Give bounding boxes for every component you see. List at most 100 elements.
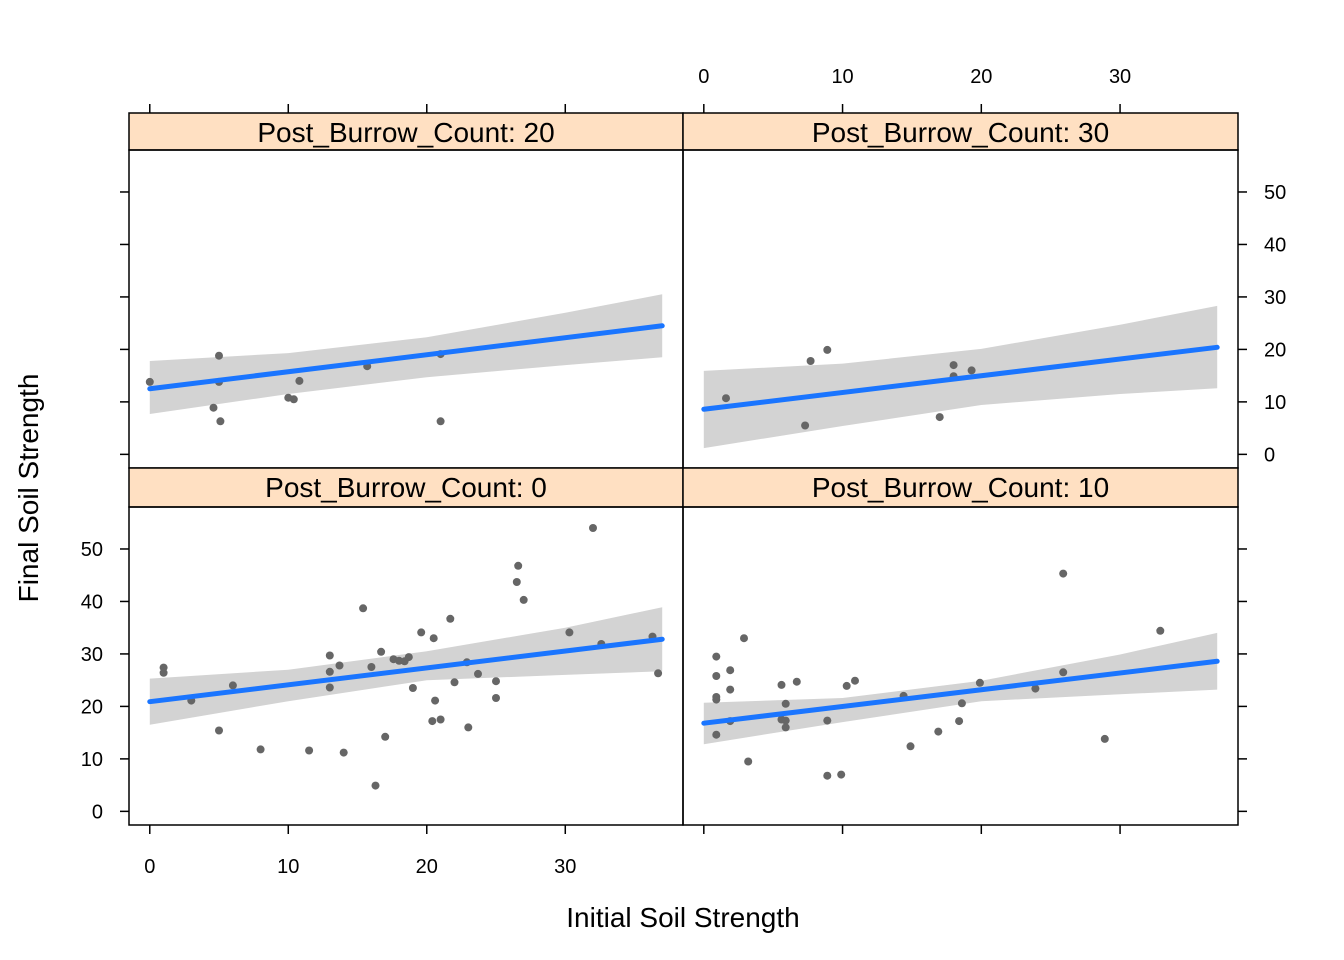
data-point (436, 417, 445, 426)
x-tick-label: 10 (831, 66, 853, 88)
data-point (781, 723, 790, 732)
data-point (589, 524, 597, 532)
confidence-band (149, 607, 663, 725)
strip-label: Post_Burrow_Count: 30 (812, 117, 1109, 148)
data-point (289, 395, 298, 404)
data-point (377, 647, 386, 656)
data-point (1100, 734, 1109, 743)
fit-line (701, 344, 1220, 412)
fit-line (701, 658, 1220, 726)
data-point (359, 604, 368, 613)
y-axis-title: Final Soil Strength (13, 374, 44, 603)
fit-line (147, 323, 665, 392)
data-point (726, 666, 735, 675)
data-point (777, 680, 786, 689)
data-point (781, 699, 790, 708)
data-point (519, 595, 528, 604)
data-point (975, 678, 984, 687)
data-point (450, 678, 459, 687)
strip-label: Post_Burrow_Count: 10 (812, 472, 1109, 503)
data-point (1156, 626, 1165, 635)
panel-top-right: Post_Burrow_Count: 30 (682, 112, 1239, 469)
x-tick-label: 10 (277, 856, 299, 878)
data-point (823, 716, 832, 725)
data-point (792, 677, 801, 686)
data-point (325, 667, 334, 676)
data-point (159, 668, 168, 677)
y-tick-label: 40 (81, 591, 103, 613)
data-point (436, 715, 445, 724)
data-point (404, 653, 413, 662)
data-point (712, 695, 721, 704)
panel-border (682, 506, 1239, 826)
data-point (712, 652, 721, 661)
x-tick-label: 20 (416, 856, 438, 878)
data-point (145, 377, 154, 386)
x-tick-label: 0 (698, 66, 709, 88)
data-point (744, 757, 753, 766)
data-point (1059, 668, 1068, 677)
x-tick-label: 30 (1109, 66, 1131, 88)
data-point (325, 651, 334, 660)
strip-label: Post_Burrow_Count: 20 (257, 117, 554, 148)
data-point (654, 669, 663, 678)
data-point (806, 357, 815, 365)
x-axis-title: Initial Soil Strength (566, 902, 799, 933)
x-tick-label: 20 (970, 66, 992, 88)
confidence-band (703, 632, 1218, 745)
data-point (215, 726, 223, 735)
data-point (429, 634, 438, 643)
strip-label: Post_Burrow_Count: 0 (265, 472, 547, 503)
data-point (906, 742, 915, 751)
data-point (381, 732, 390, 741)
y-tick-label: 20 (81, 696, 103, 718)
panel-bottom-left: Post_Burrow_Count: 0 (128, 467, 684, 826)
y-tick-label: 10 (1264, 392, 1286, 414)
data-point (967, 366, 976, 375)
panel-top-left: Post_Burrow_Count: 20 (128, 112, 684, 469)
data-point (712, 730, 721, 739)
panel-bottom-right: Post_Burrow_Count: 10 (682, 467, 1239, 826)
data-point (228, 681, 237, 690)
data-point (492, 694, 500, 702)
data-point (474, 669, 482, 678)
y-tick-label: 50 (1264, 182, 1286, 204)
data-point (216, 417, 225, 426)
data-point (740, 634, 748, 643)
data-point (823, 345, 832, 354)
y-tick-label: 30 (81, 644, 103, 666)
y-tick-label: 0 (92, 801, 103, 823)
strip (128, 112, 684, 151)
fit-line (147, 636, 665, 705)
data-point (837, 770, 846, 779)
confidence-band (149, 294, 663, 414)
panels-layer: Post_Burrow_Count: 20 Post_Burrow_Count: … (128, 112, 1239, 826)
data-point (1031, 684, 1040, 693)
data-point (565, 628, 574, 637)
x-tick-label: 0 (144, 856, 155, 878)
y-tick-label: 10 (81, 749, 103, 771)
data-point (305, 746, 314, 755)
data-point (215, 351, 223, 360)
data-point (1059, 569, 1068, 578)
data-point (781, 716, 790, 725)
data-point (722, 394, 730, 403)
y-tick-label: 40 (1264, 234, 1286, 256)
data-point (408, 684, 417, 692)
data-point (367, 663, 376, 671)
data-point (417, 628, 426, 637)
y-tick-label: 0 (1264, 444, 1275, 466)
axes-layer: 0 10 20 30 0 10 20 30 0 10 20 30 40 50 0 10 20 30 40 50 (81, 66, 1287, 878)
data-point (514, 561, 523, 570)
data-point (446, 614, 455, 623)
data-point (464, 723, 473, 732)
data-point (801, 421, 810, 430)
data-point (934, 727, 943, 736)
strip (128, 467, 684, 508)
data-point (325, 683, 334, 692)
y-tick-label: 20 (1264, 339, 1286, 361)
y-tick-label: 50 (81, 539, 103, 561)
data-point (949, 361, 958, 370)
data-point (957, 699, 966, 708)
